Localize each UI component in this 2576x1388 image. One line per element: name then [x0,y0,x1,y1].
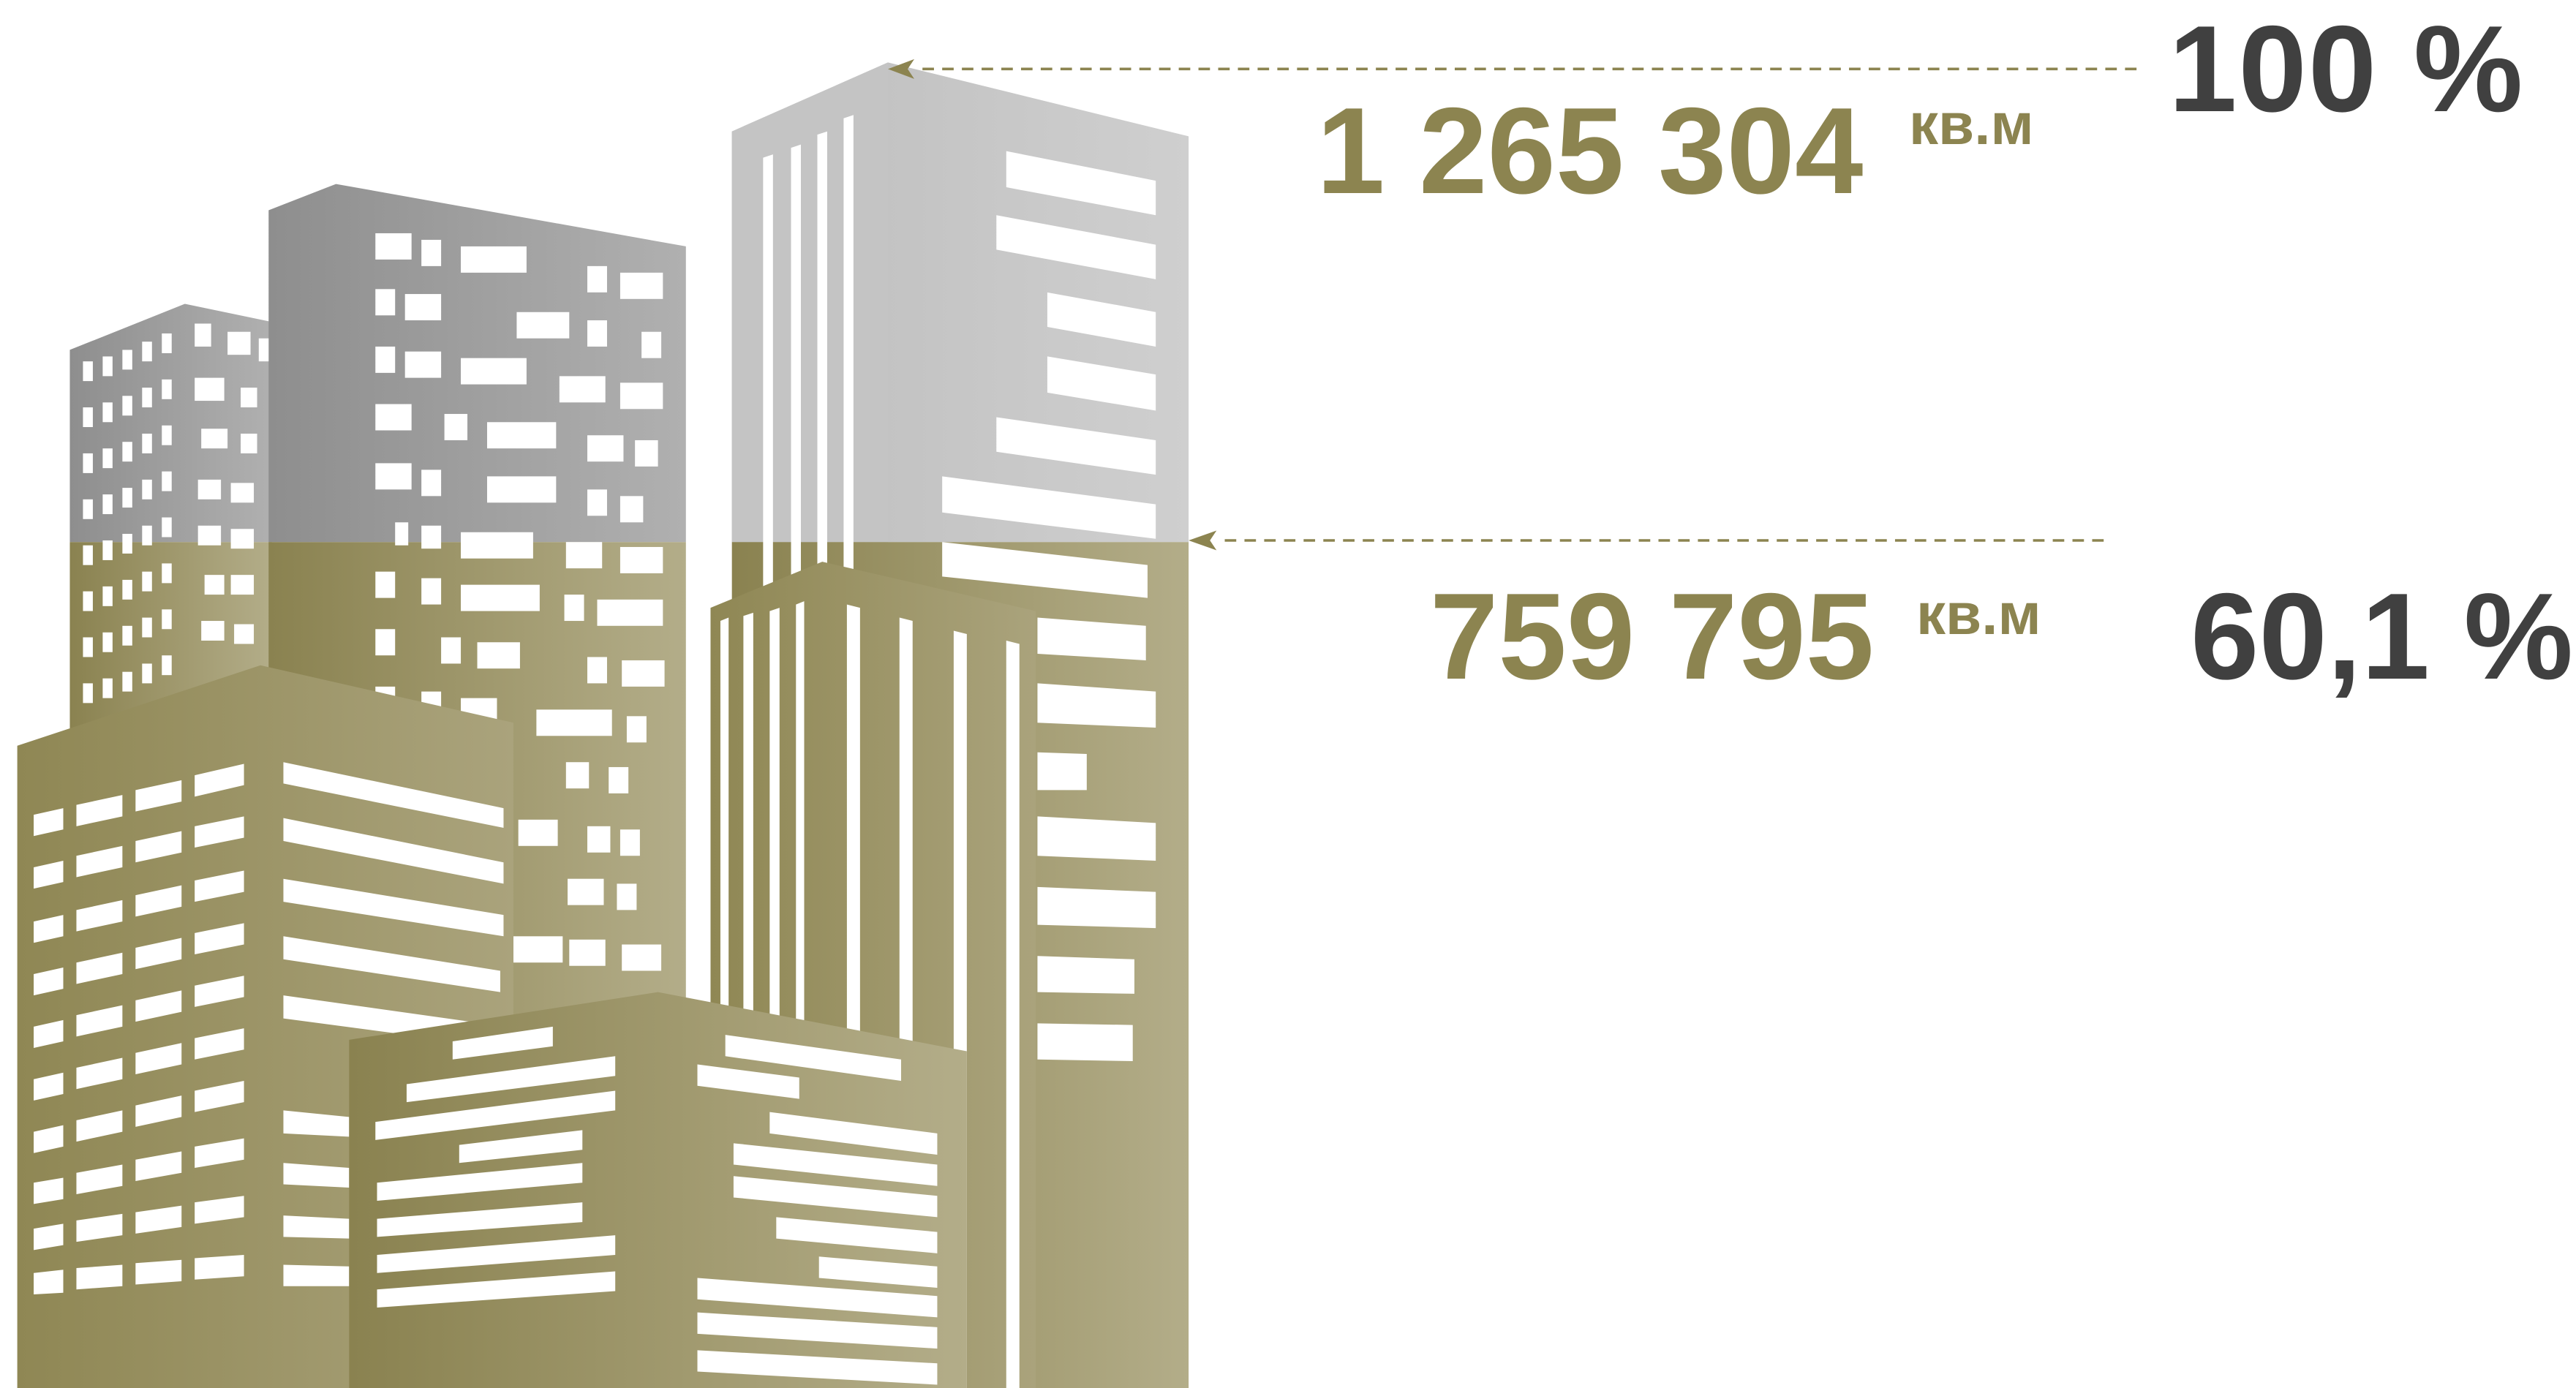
total-percent: 100 % [2169,0,2525,137]
buildings-front [17,562,1036,1388]
top-level-marker [888,59,2137,79]
arrow-left-icon [888,59,914,79]
total-area-value: 1 265 304 [1317,82,1864,219]
windows-back [83,115,1156,1388]
total-area-unit: кв.м [1909,91,2034,156]
current-area-value: 759 795 [1430,567,1875,705]
current-percent: 60,1 % [2191,567,2574,705]
current-area-unit: кв.м [1916,581,2041,646]
arrow-left-icon [1189,530,1217,551]
current-level-marker [1189,530,2104,551]
